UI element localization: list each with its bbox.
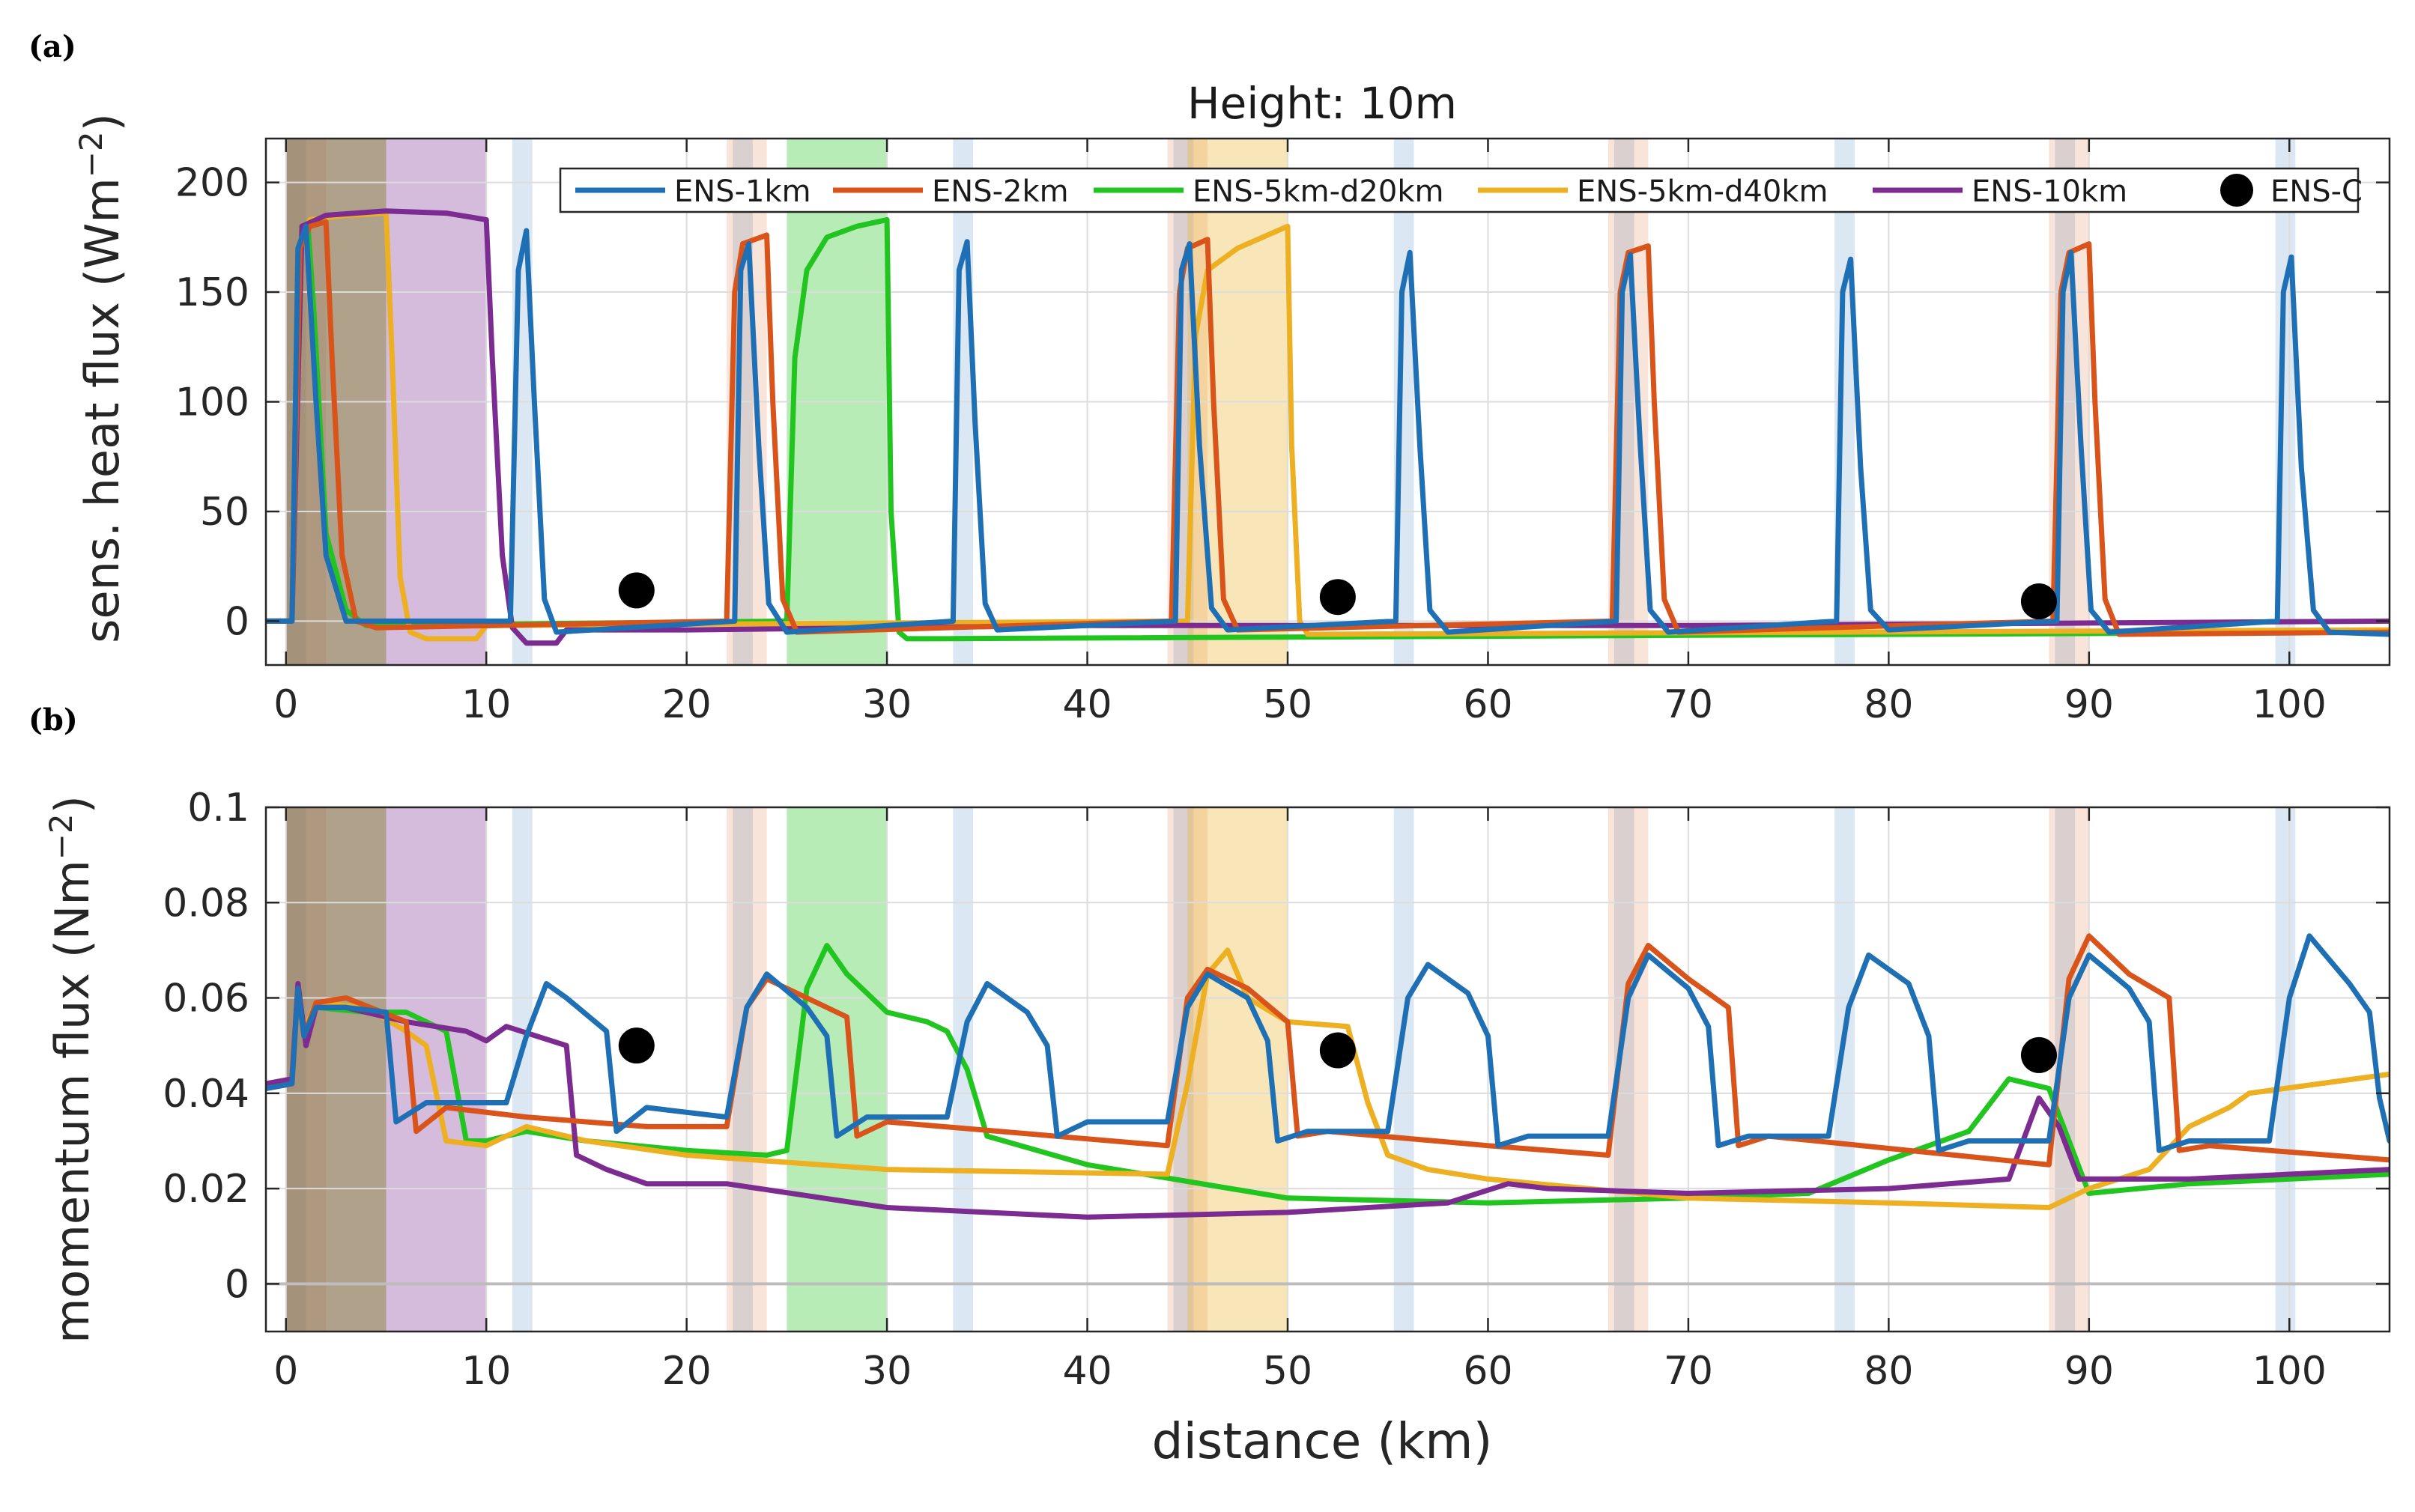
panel-label-a: (a) [28,29,76,64]
panel-b-chart: 0 10 20 30 40 50 60 70 80 90 100 0 0.02 0.04 0.06 0.08 0… [43,786,2391,1470]
panel-b-ens-c-point-2 [2020,1036,2057,1073]
panel-a-xtick-label-90: 90 [2064,682,2114,727]
panel-b-ens-c-point-0 [618,1027,655,1064]
panel-a-ens-c-point-1 [1319,579,1356,616]
panel-b-band-ens-2km-1 [727,807,767,1332]
legend-marker-ens-c [2220,174,2253,207]
panel-a-axes: 0 10 20 30 40 50 60 70 80 90 100 0 50 100 150 200 [175,137,2391,727]
legend-label-ens-c: ENS-C [2270,174,2363,209]
panel-b-ytick-label-3: 0.06 [163,977,249,1021]
panel-b-ytick-label-4: 0.08 [163,881,249,926]
panel-b-ytick-label-0: 0 [225,1262,249,1307]
panel-a-chart: 0 10 20 30 40 50 60 70 80 90 100 0 50 100 150 200 Heigh… [73,78,2391,727]
legend-label-ens-10km: ENS-10km [1972,174,2127,209]
panel-a-xtick-label-70: 70 [1664,682,1713,727]
panel-b-ytick-label-1: 0.02 [163,1167,249,1212]
panel-b-xtick-label-10: 10 [461,1349,511,1394]
panel-a-xtick-label-80: 80 [1864,682,1913,727]
panel-a-series [266,208,2390,646]
legend-label-ens-2km: ENS-2km [932,174,1069,209]
panel-b-band-ens-5km-d20km-1 [787,807,888,1332]
panel-b-xtick-label-0: 0 [273,1349,298,1394]
panel-b-axes: 0 10 20 30 40 50 60 70 80 90 100 0 0.02 0.04 0.06 0.08 0… [163,786,2391,1394]
panel-a-xtick-label-60: 60 [1463,682,1512,727]
legend-label-ens-5km-d20km: ENS-5km-d20km [1193,174,1443,209]
panel-a-ytick-label-3: 150 [175,270,249,315]
panel-b-band-ens-2km-4 [2049,807,2089,1332]
panel-b-band-ens-1km-0 [285,807,306,1332]
panel-a-xtick-label-30: 30 [862,682,912,727]
legend-label-ens-5km-d40km: ENS-5km-d40km [1577,174,1828,209]
panel-b-xtick-label-50: 50 [1263,1349,1312,1394]
panel-b-band-ens-5km-d40km-0 [285,807,387,1332]
legend: ENS-1km ENS-2km ENS-5km-d20km ENS-5km-d40km… [559,167,2363,213]
panel-b-xtick-label-20: 20 [662,1349,712,1394]
panel-label-b: (b) [28,702,78,738]
panel-a-ytick-label-1: 50 [200,490,249,535]
panel-b-ytick-label-5: 0.1 [187,786,249,831]
panel-b-xlabel: distance (km) [1152,1412,1493,1470]
panel-b-xtick-label-40: 40 [1062,1349,1112,1394]
panel-b-series [266,933,2390,1220]
panel-a-ens-c-point-0 [618,572,655,609]
panel-a-ylabel: sens. heat flux (Wm−2) [73,113,130,643]
panel-b-axes-box [264,806,2391,1333]
panel-a-xtick-label-0: 0 [273,682,298,727]
panel-a-xtick-label-40: 40 [1062,682,1112,727]
panel-b-band-ens-5km-d20km-0 [285,807,387,1332]
panel-b-band-ens-10km-0 [285,807,487,1332]
panel-a-xtick-label-50: 50 [1263,682,1312,727]
panel-a-xtick-label-100: 100 [2252,682,2327,727]
panel-b-xtick-label-100: 100 [2252,1349,2327,1394]
panel-a-series-ens-1km [266,223,2390,637]
panel-b-ylabel: momentum flux (Nm−2) [43,795,100,1344]
panel-b-xtick-label-70: 70 [1664,1349,1713,1394]
panel-a-ytick-label-4: 200 [175,161,249,206]
panel-b-xtick-label-90: 90 [2064,1349,2114,1394]
legend-label-ens-1km: ENS-1km [674,174,811,209]
panel-b-xtick-label-60: 60 [1463,1349,1512,1394]
panel-b-xtick-label-30: 30 [862,1349,912,1394]
panel-a-ytick-label-0: 0 [225,599,249,644]
panel-b-xtick-label-80: 80 [1864,1349,1913,1394]
panel-a-xtick-label-20: 20 [662,682,712,727]
panel-a-title: Height: 10m [1187,78,1457,129]
panel-b-series-ens-5km-d20km [266,943,2390,1206]
panel-a-xtick-label-10: 10 [461,682,511,727]
panel-b-series-ens-1km [266,933,2390,1153]
panel-b-ens-c-point-1 [1319,1032,1356,1069]
panel-a-ens-c-point-2 [2020,583,2057,620]
panel-a-ytick-label-2: 100 [175,380,249,425]
panel-b-ytick-label-2: 0.04 [163,1072,249,1117]
panel-b-band-ens-2km-3 [1608,807,1649,1332]
